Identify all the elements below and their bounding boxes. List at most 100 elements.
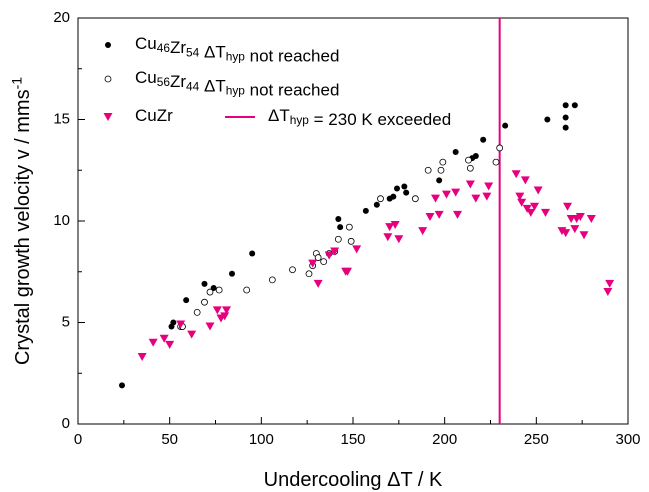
point	[343, 267, 352, 276]
point	[390, 193, 397, 200]
point	[579, 231, 589, 240]
point	[453, 210, 462, 219]
point	[148, 338, 158, 347]
point	[176, 320, 186, 329]
point	[411, 195, 419, 203]
point	[165, 340, 175, 349]
point	[439, 158, 447, 166]
point	[390, 221, 400, 230]
point	[544, 116, 551, 123]
point	[530, 202, 539, 211]
legend-marker	[103, 113, 113, 121]
point	[206, 288, 214, 296]
point	[347, 237, 355, 245]
point	[324, 251, 334, 260]
x-tick-label: 50	[161, 431, 178, 448]
point	[249, 250, 256, 257]
x-axis-label: Undercooling ΔT / K	[264, 469, 443, 491]
point	[187, 330, 197, 339]
point	[496, 144, 504, 152]
point	[557, 227, 567, 236]
x-tick-label: 100	[249, 431, 274, 448]
point	[183, 297, 190, 304]
point	[201, 298, 208, 306]
point	[212, 306, 222, 315]
point	[243, 286, 251, 294]
point	[562, 124, 569, 131]
point	[575, 212, 585, 221]
point	[418, 227, 428, 236]
x-tick-label: 250	[524, 431, 549, 448]
point	[394, 235, 404, 244]
point	[517, 198, 527, 207]
point	[385, 223, 395, 232]
point	[362, 207, 369, 214]
point	[526, 208, 536, 217]
point	[451, 188, 461, 197]
point	[502, 122, 509, 129]
point	[424, 166, 432, 174]
point	[383, 233, 393, 242]
point	[436, 177, 443, 184]
point	[425, 212, 435, 221]
point	[482, 192, 492, 201]
point	[170, 319, 177, 326]
point	[308, 259, 318, 268]
point	[334, 235, 342, 243]
legend-marker	[105, 42, 111, 48]
point	[571, 102, 578, 109]
x-tick-label: 200	[432, 431, 457, 448]
point	[289, 266, 296, 274]
point	[605, 279, 615, 288]
point	[320, 258, 328, 266]
point	[401, 183, 408, 190]
point	[268, 276, 276, 284]
point	[434, 210, 444, 219]
point	[570, 225, 580, 234]
point	[337, 224, 344, 231]
point	[431, 194, 440, 203]
point	[193, 308, 201, 316]
point	[377, 195, 384, 203]
point	[352, 245, 362, 254]
x-tick-label: 150	[340, 431, 365, 448]
y-tick-label: 15	[53, 110, 70, 127]
point	[373, 201, 380, 208]
point	[511, 170, 521, 179]
point	[465, 156, 472, 164]
point	[492, 158, 500, 166]
point	[520, 176, 530, 185]
y-tick-label: 5	[62, 313, 70, 330]
point	[480, 136, 487, 143]
point	[119, 382, 125, 389]
point	[484, 182, 494, 191]
point	[222, 306, 231, 315]
x-tick-label: 0	[74, 431, 82, 448]
x-tick-label: 300	[615, 431, 640, 448]
point	[466, 164, 474, 172]
legend-label: Cu46Zr54 ΔThyp not reached	[135, 34, 339, 65]
point	[229, 270, 235, 277]
point	[471, 194, 481, 203]
y-tick-label: 20	[53, 9, 70, 26]
point	[533, 186, 543, 195]
point	[465, 180, 475, 189]
point	[562, 114, 569, 121]
point	[314, 254, 322, 261]
legend-label: CuZr	[135, 106, 173, 125]
point	[522, 204, 532, 213]
point	[603, 288, 613, 297]
legend-marker	[104, 75, 112, 83]
point	[515, 192, 525, 201]
point	[541, 208, 550, 217]
y-tick-label: 0	[62, 415, 70, 432]
y-tick-label: 10	[53, 212, 70, 229]
point	[159, 334, 169, 343]
point	[215, 286, 223, 294]
point	[394, 185, 400, 192]
point	[305, 270, 313, 278]
point	[330, 247, 340, 256]
point	[452, 148, 459, 155]
point	[472, 153, 479, 160]
